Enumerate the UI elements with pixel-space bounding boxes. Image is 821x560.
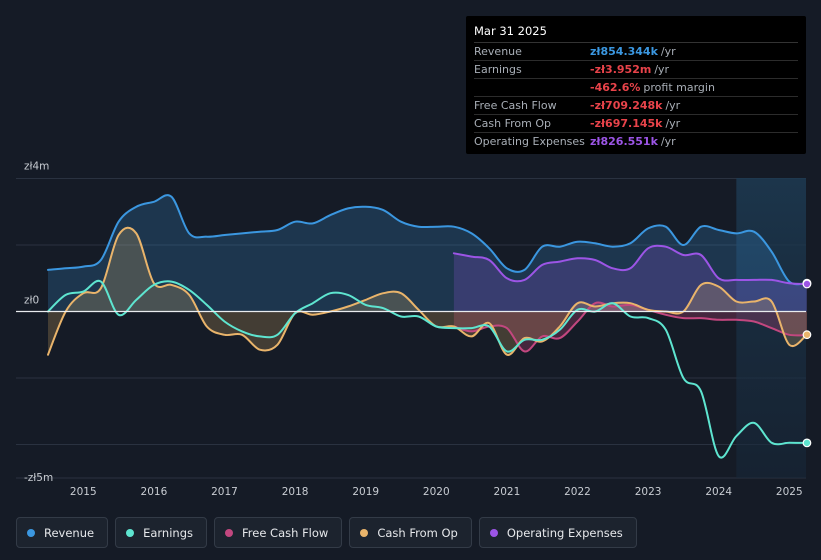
x-tick-label: 2017 (211, 486, 238, 498)
endpoint-cfo (802, 330, 812, 340)
tooltip-row-value: zł854.344k (590, 45, 658, 58)
endpoint-earnings (802, 438, 812, 448)
x-tick-label: 2021 (494, 486, 521, 498)
tooltip-row: -462.6% profit margin (474, 79, 798, 97)
line-fcf (452, 301, 808, 353)
tooltip-row-unit: /yr (665, 117, 681, 130)
series-endpoints (802, 278, 812, 448)
legend-label: Free Cash Flow (242, 525, 329, 540)
tooltip-row: Free Cash Flow -zł709.248k/yr (474, 97, 798, 115)
x-tick-label: 2018 (282, 486, 309, 498)
legend: Revenue Earnings Free Cash Flow Cash From O… (16, 517, 637, 548)
tooltip-row-value: -zł709.248k (590, 99, 663, 112)
x-tick-label: 2023 (635, 486, 662, 498)
area-opex (453, 245, 807, 312)
y-axis-label: zł0 (24, 295, 39, 307)
x-tick-label: 2019 (352, 486, 379, 498)
tooltip-row-value: -462.6% (590, 81, 641, 94)
legend-label: Cash From Op (377, 525, 458, 540)
tooltip-row: Cash From Op -zł697.145k/yr (474, 115, 798, 133)
tooltip-rows: Revenue zł854.344k/yr Earnings -zł3.952m/yr… (474, 43, 798, 150)
tooltip-row-unit: /yr (665, 99, 681, 112)
legend-label: Revenue (44, 525, 95, 540)
tooltip-row: Earnings -zł3.952m/yr (474, 61, 798, 79)
tooltip-date: Mar 31 2025 (474, 24, 798, 43)
legend-dot-icon (225, 528, 233, 537)
y-axis-label: zł4m (24, 161, 49, 173)
tooltip-row-unit: /yr (660, 45, 676, 58)
tooltip-row-value: -zł3.952m (590, 63, 652, 76)
legend-label: Operating Expenses (506, 525, 623, 540)
axis-labels: zł4m zł0 -zł5m 2015 2016 2017 2018 2019 2020 2021… (24, 161, 803, 499)
legend-item-cash-from-op[interactable]: Cash From Op (349, 517, 472, 548)
line-opex (452, 244, 808, 285)
tooltip-row-value: zł826.551k (590, 135, 658, 148)
x-tick-label: 2022 (564, 486, 591, 498)
tooltip-row: Operating Expenses zł826.551k/yr (474, 133, 798, 150)
x-tick-label: 2015 (70, 486, 97, 498)
area-cfo (48, 227, 807, 355)
grid (16, 178, 806, 479)
x-tick-label: 2024 (705, 486, 732, 498)
legend-dot-icon (489, 528, 498, 537)
y-axis-label: -zł5m (24, 472, 53, 484)
series-areas (48, 195, 807, 355)
tooltip-row-value: -zł697.145k (590, 117, 663, 130)
tooltip-row-label: Operating Expenses (474, 135, 585, 148)
tooltip-row-label: Free Cash Flow (474, 99, 557, 112)
x-tick-label: 2016 (141, 486, 168, 498)
series-lines (47, 194, 808, 459)
legend-item-operating-expenses[interactable]: Operating Expenses (478, 517, 637, 548)
tooltip-panel: Mar 31 2025 Revenue zł854.344k/yr Earnings… (466, 16, 806, 154)
legend-item-revenue[interactable]: Revenue (16, 517, 109, 548)
x-tick-label: 2025 (776, 486, 803, 498)
legend-label: Earnings (143, 525, 193, 540)
tooltip-row-label: Cash From Op (474, 117, 552, 130)
legend-dot-icon (360, 528, 369, 537)
tooltip-row-label: Revenue (474, 45, 522, 58)
tooltip-row-unit: profit margin (643, 81, 715, 94)
area-revenue (48, 195, 807, 312)
legend-item-free-cash-flow[interactable]: Free Cash Flow (214, 517, 343, 548)
tooltip-row-unit: /yr (654, 63, 670, 76)
line-earnings (47, 279, 808, 459)
tooltip-row-label (474, 79, 590, 96)
endpoint-opex (802, 279, 812, 289)
line-cfo (47, 226, 808, 356)
tooltip-row: Revenue zł854.344k/yr (474, 43, 798, 61)
legend-dot-icon (126, 528, 135, 537)
legend-dot-icon (27, 528, 35, 537)
x-tick-label: 2020 (423, 486, 450, 498)
line-revenue (47, 194, 808, 286)
tooltip-row-label: Earnings (474, 63, 522, 76)
legend-item-earnings[interactable]: Earnings (115, 517, 207, 548)
area-fcf (453, 302, 807, 352)
tooltip-row-unit: /yr (660, 135, 676, 148)
